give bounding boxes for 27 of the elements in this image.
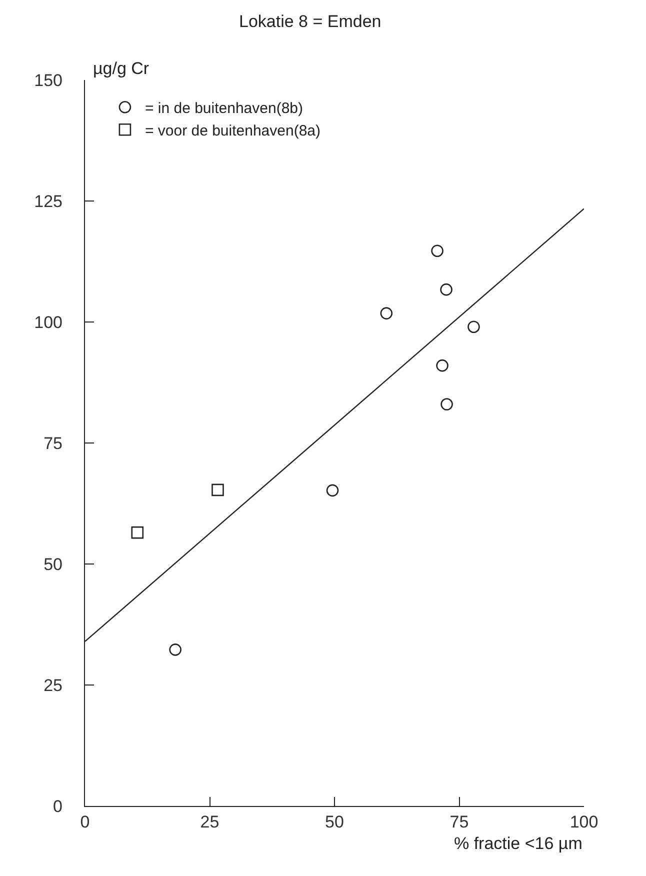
x-tick-label: 25 <box>200 812 220 832</box>
y-tick-label: 0 <box>53 796 62 816</box>
point <box>440 398 453 410</box>
x-axis-title: % fractie <16 µm <box>454 834 582 853</box>
point <box>380 307 393 320</box>
y-tick-label: 150 <box>34 70 62 90</box>
point <box>440 283 452 296</box>
y-axis-title: µg/g Cr <box>93 59 150 78</box>
y-tick-label: 50 <box>44 554 62 574</box>
point <box>212 484 224 496</box>
x-tick-label: 50 <box>325 812 344 832</box>
point <box>468 320 480 333</box>
y-tick-label: 25 <box>44 676 62 695</box>
y-tick-label: 100 <box>34 312 62 332</box>
x-tick-label: 75 <box>450 812 469 832</box>
point <box>431 244 444 257</box>
chart-title: Lokatie 8 = Emden <box>239 12 382 31</box>
x-tick-label: 100 <box>570 812 598 832</box>
legend-label: = in de buitenhaven(8b) <box>144 100 304 117</box>
point <box>436 359 448 372</box>
point <box>131 526 144 539</box>
legend-label: = voor de buitenhaven(8a) <box>144 122 321 140</box>
y-tick-label: 75 <box>44 434 62 453</box>
x-tick-label: 0 <box>80 812 90 832</box>
point <box>326 484 339 497</box>
point <box>169 644 182 656</box>
y-tick-label: 125 <box>34 192 62 211</box>
